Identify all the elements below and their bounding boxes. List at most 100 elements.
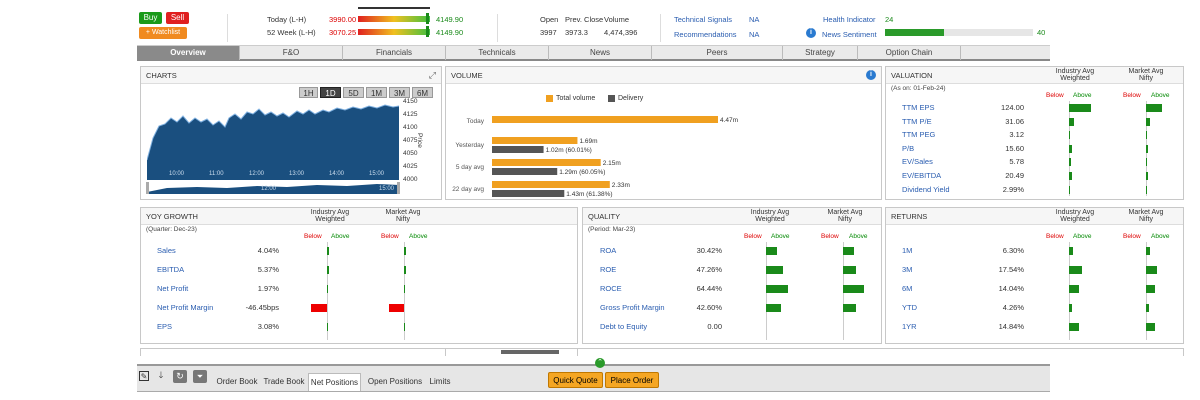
download-icon[interactable]: 🡓 bbox=[158, 370, 164, 380]
quality-industry-bar bbox=[766, 304, 781, 312]
navigator-handle-right[interactable] bbox=[397, 182, 400, 194]
range-3m[interactable]: 3M bbox=[389, 87, 410, 98]
valuation-row-label[interactable]: Dividend Yield bbox=[902, 184, 950, 194]
valuation-market-bar bbox=[1146, 117, 1150, 126]
yoy-above-2: Above bbox=[409, 233, 428, 240]
open-value: 3997 bbox=[540, 28, 557, 37]
prev-close-value: 3973.3 bbox=[565, 28, 588, 37]
returns-row-label[interactable]: YTD bbox=[902, 303, 917, 312]
range-5d[interactable]: 5D bbox=[343, 87, 364, 98]
total-volume-bar[interactable] bbox=[492, 137, 578, 144]
returns-below-1: Below bbox=[1046, 233, 1064, 240]
volume-category-label: Yesterday bbox=[455, 142, 484, 149]
buy-button[interactable]: Buy bbox=[139, 12, 162, 24]
valuation-row-label[interactable]: TTM P/E bbox=[902, 116, 932, 126]
yoy-row-label[interactable]: Net Profit Margin bbox=[157, 303, 214, 312]
quality-title: QUALITY bbox=[583, 208, 881, 225]
y-tick-4: 4050 bbox=[403, 150, 418, 157]
tab-net-positions[interactable]: Net Positions bbox=[308, 373, 361, 391]
total-volume-bar[interactable] bbox=[492, 181, 610, 188]
collapse-toggle-icon[interactable]: ⌃ bbox=[595, 358, 605, 368]
tab-fno[interactable]: F&O bbox=[240, 46, 343, 60]
navigator-tick-0: 12:00 bbox=[261, 186, 277, 192]
yoy-row-label[interactable]: Sales bbox=[157, 246, 176, 255]
valuation-row-label[interactable]: TTM PEG bbox=[902, 130, 936, 140]
news-sentiment-label[interactable]: News Sentiment bbox=[822, 30, 877, 39]
delivery-bar[interactable] bbox=[492, 190, 565, 197]
edit-icon[interactable]: ✎ bbox=[139, 371, 149, 381]
place-order-button[interactable]: Place Order bbox=[605, 372, 659, 388]
quality-col-market: Market Avg Nifty bbox=[827, 209, 863, 223]
tab-order-book[interactable]: Order Book bbox=[216, 377, 258, 386]
tab-technicals[interactable]: Technicals bbox=[446, 46, 549, 60]
quality-row-label[interactable]: Debt to Equity bbox=[600, 322, 648, 331]
yoy-row-label[interactable]: EPS bbox=[157, 322, 173, 331]
tab-financials[interactable]: Financials bbox=[343, 46, 446, 60]
returns-market-bar bbox=[1146, 266, 1157, 274]
tab-open-positions[interactable]: Open Positions bbox=[367, 377, 423, 386]
prev-close-label: Prev. Close bbox=[565, 15, 604, 24]
delivery-bar[interactable] bbox=[492, 146, 544, 153]
range-1h[interactable]: 1H bbox=[299, 87, 318, 98]
health-indicator-label[interactable]: Health Indicator bbox=[823, 15, 876, 24]
recommendations-link[interactable]: Recommendations bbox=[674, 30, 737, 39]
valuation-row-label[interactable]: P/B bbox=[902, 143, 915, 153]
tab-strategy[interactable]: Strategy bbox=[783, 46, 858, 60]
tab-peers[interactable]: Peers bbox=[652, 46, 783, 60]
tab-option-chain[interactable]: Option Chain bbox=[858, 46, 961, 60]
navigator-handle-left[interactable] bbox=[146, 182, 149, 194]
navigator-chart[interactable] bbox=[147, 182, 399, 194]
yoy-below-1: Below bbox=[304, 233, 322, 240]
total-volume-bar[interactable] bbox=[492, 116, 718, 123]
range-1m[interactable]: 1M bbox=[366, 87, 387, 98]
valuation-row-label[interactable]: TTM EPS bbox=[902, 103, 935, 112]
y-tick-5: 4025 bbox=[403, 163, 418, 170]
price-area-chart[interactable] bbox=[147, 98, 399, 180]
yoy-growth-panel: YOY GROWTH Industry Avg Weighted Market … bbox=[140, 207, 578, 344]
info-icon[interactable]: i bbox=[806, 28, 816, 38]
tab-overview[interactable]: Overview bbox=[137, 46, 240, 60]
valuation-row-value: 31.06 bbox=[1005, 116, 1024, 126]
returns-title: RETURNS bbox=[886, 208, 1183, 225]
range-1d[interactable]: 1D bbox=[320, 87, 341, 98]
legend-total-swatch bbox=[546, 95, 553, 102]
delivery-bar[interactable] bbox=[492, 168, 558, 175]
technical-signals-link[interactable]: Technical Signals bbox=[674, 15, 732, 24]
quality-row-label[interactable]: ROA bbox=[600, 246, 617, 255]
sell-button[interactable]: Sell bbox=[166, 12, 189, 24]
tab-trade-book[interactable]: Trade Book bbox=[263, 377, 305, 386]
quality-row-label[interactable]: Gross Profit Margin bbox=[600, 303, 665, 312]
range-6m[interactable]: 6M bbox=[412, 87, 433, 98]
y-tick-3: 4075 bbox=[403, 137, 418, 144]
watchlist-button[interactable]: + Watchlist bbox=[139, 27, 187, 39]
returns-row-label[interactable]: 1M bbox=[902, 246, 913, 255]
valuation-title-text: VALUATION bbox=[891, 71, 933, 80]
volume-info-icon[interactable]: i bbox=[866, 70, 876, 80]
valuation-row-label[interactable]: EV/EBITDA bbox=[902, 171, 942, 180]
expand-icon[interactable]: ⤢ bbox=[428, 70, 436, 80]
quality-industry-bar bbox=[766, 266, 783, 274]
tab-news[interactable]: News bbox=[549, 46, 652, 60]
returns-above-1: Above bbox=[1073, 233, 1092, 240]
valuation-row-label[interactable]: EV/Sales bbox=[902, 157, 933, 167]
tab-limits[interactable]: Limits bbox=[429, 377, 451, 386]
total-volume-label: 2.15m bbox=[603, 160, 621, 167]
total-volume-bar[interactable] bbox=[492, 159, 601, 166]
filter-icon[interactable]: ⏷ bbox=[193, 370, 207, 383]
today-range-top bbox=[358, 7, 430, 9]
returns-row-label[interactable]: 6M bbox=[902, 284, 913, 293]
yoy-row-label[interactable]: EBITDA bbox=[157, 265, 185, 274]
yoy-row-label[interactable]: Net Profit bbox=[157, 284, 189, 293]
today-label: Today (L-H) bbox=[267, 15, 307, 24]
returns-market-bar bbox=[1146, 247, 1150, 255]
returns-row-label[interactable]: 1YR bbox=[902, 322, 917, 331]
quality-industry-bar bbox=[766, 285, 788, 293]
quality-industry-bar bbox=[766, 247, 777, 255]
quick-quote-button[interactable]: Quick Quote bbox=[548, 372, 603, 388]
refresh-icon[interactable]: ↻ bbox=[173, 370, 187, 383]
quality-row-label[interactable]: ROCE bbox=[600, 284, 622, 293]
scroll-indicator[interactable] bbox=[501, 350, 559, 354]
quality-market-bar bbox=[843, 247, 854, 255]
quality-row-label[interactable]: ROE bbox=[600, 265, 617, 274]
returns-row-label[interactable]: 3M bbox=[902, 265, 913, 274]
